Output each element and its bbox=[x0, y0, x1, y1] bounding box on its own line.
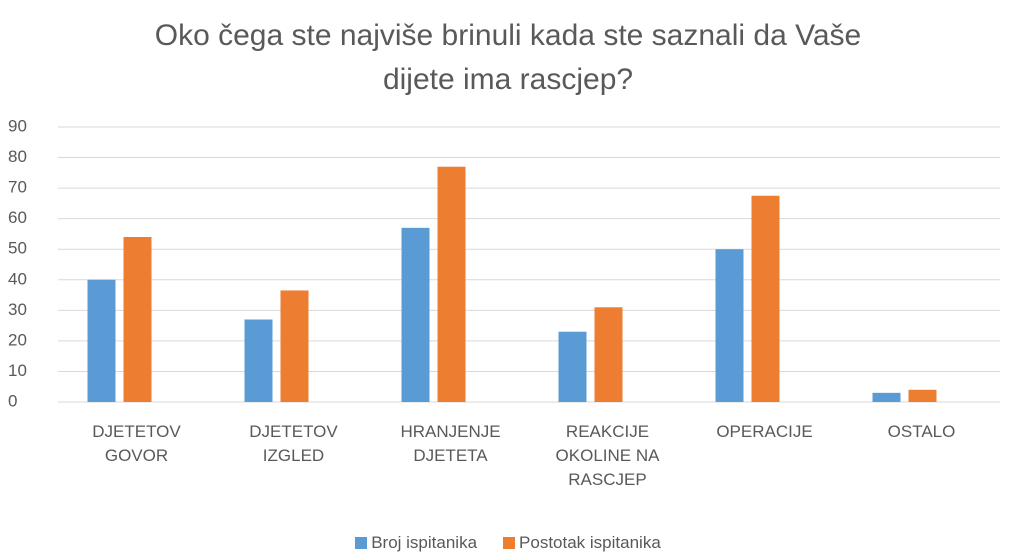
bar bbox=[908, 389, 937, 402]
y-tick-label: 30 bbox=[8, 300, 27, 319]
y-tick-label: 0 bbox=[8, 391, 17, 410]
legend-item: Postotak ispitanika bbox=[503, 533, 661, 553]
y-tick-label: 80 bbox=[8, 147, 27, 166]
bar bbox=[751, 195, 780, 402]
bar bbox=[280, 290, 309, 402]
bar bbox=[123, 237, 152, 402]
legend-item: Broj ispitanika bbox=[355, 533, 477, 553]
legend-label: Broj ispitanika bbox=[371, 533, 478, 552]
x-tick-label: HRANJENJE DJETETA bbox=[400, 422, 501, 465]
x-tick-label: OSTALO bbox=[887, 422, 956, 441]
bar bbox=[244, 319, 273, 402]
bar bbox=[558, 331, 587, 402]
y-tick-label: 60 bbox=[8, 208, 27, 227]
bar bbox=[401, 227, 430, 402]
legend: Broj ispitanika Postotak ispitanika bbox=[0, 533, 1016, 553]
bar bbox=[87, 279, 116, 402]
y-tick-label: 40 bbox=[8, 269, 27, 288]
x-tick-label: DJETETOV GOVOR bbox=[92, 422, 181, 465]
x-tick-label: DJETETOV IZGLED bbox=[249, 422, 338, 465]
bar bbox=[872, 392, 901, 402]
chart-title: Oko čega ste najviše brinuli kada ste sa… bbox=[154, 19, 862, 96]
y-tick-label: 90 bbox=[8, 116, 27, 135]
y-tick-label: 70 bbox=[8, 178, 27, 197]
y-tick-label: 10 bbox=[8, 361, 27, 380]
y-tick-label: 20 bbox=[8, 330, 27, 349]
legend-swatch bbox=[503, 537, 516, 549]
bar bbox=[594, 307, 623, 402]
legend-swatch bbox=[355, 537, 368, 549]
legend-label: Postotak ispitanika bbox=[519, 533, 661, 552]
bar bbox=[715, 249, 744, 402]
x-tick-label: REAKCIJE OKOLINE NA RASCJEP bbox=[555, 422, 660, 489]
y-tick-label: 50 bbox=[8, 239, 27, 258]
x-tick-label: OPERACIJE bbox=[716, 422, 813, 441]
bar bbox=[437, 166, 466, 402]
